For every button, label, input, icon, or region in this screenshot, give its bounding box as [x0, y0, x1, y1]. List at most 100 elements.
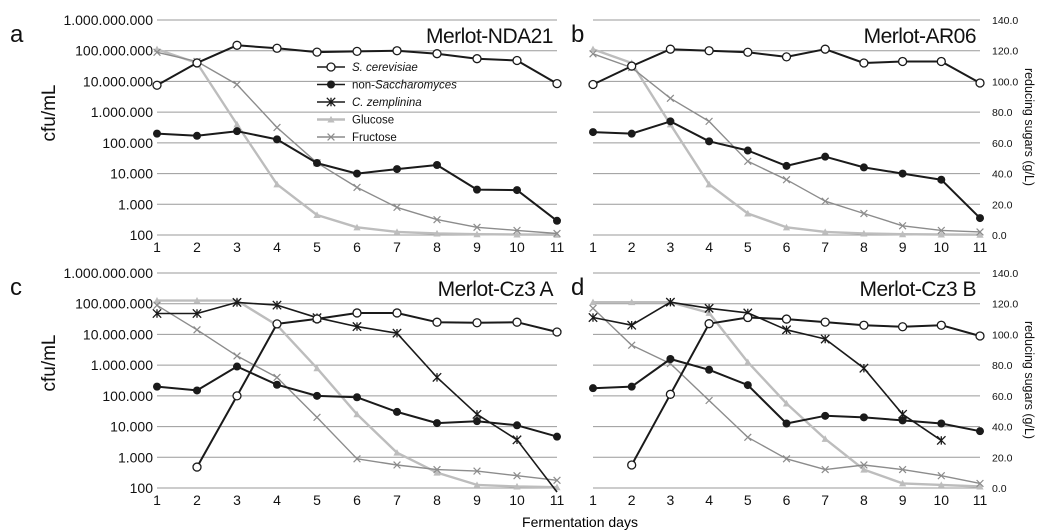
data-point	[589, 304, 597, 313]
data-point	[898, 465, 907, 474]
data-point	[705, 365, 714, 374]
y2-tick-label: 20.0	[992, 452, 1013, 464]
data-point	[313, 413, 321, 422]
series-non-saccharomyces	[589, 355, 984, 436]
y2-tick-label: 120.0	[992, 299, 1018, 311]
data-point	[859, 58, 869, 68]
y2-tick-label: 40.0	[992, 422, 1013, 434]
data-point	[705, 180, 713, 188]
data-point	[628, 298, 636, 306]
legend-label: Glucose	[352, 115, 394, 127]
data-point	[589, 45, 597, 53]
data-point	[704, 303, 714, 313]
data-point	[627, 460, 637, 470]
data-point	[472, 318, 482, 328]
legend-label: S. cerevisiae	[352, 62, 418, 74]
data-point	[588, 312, 598, 323]
data-point	[936, 56, 946, 67]
data-point	[433, 215, 441, 224]
y-tick-label: 1.000.000.000	[63, 12, 153, 28]
data-point	[821, 152, 830, 161]
data-point	[859, 320, 869, 330]
data-point	[513, 186, 521, 195]
data-point	[353, 410, 361, 418]
data-point	[513, 421, 521, 430]
data-point	[433, 419, 441, 428]
y-axis-title-bottom: cfu/mL	[39, 334, 60, 391]
panel-letter: d	[571, 274, 584, 301]
data-point	[552, 78, 562, 89]
data-point	[782, 175, 791, 184]
data-point	[513, 471, 521, 480]
x-tick-label: 11	[550, 239, 565, 255]
data-point	[273, 380, 281, 389]
data-point	[272, 43, 282, 53]
legend-item: non-Saccharomyces	[317, 80, 457, 92]
series-line	[592, 48, 981, 236]
data-point	[193, 131, 201, 140]
y2-tick-label: 140.0	[992, 15, 1018, 27]
data-point	[859, 413, 868, 422]
data-point	[976, 214, 984, 223]
data-point	[744, 358, 752, 366]
x-tick-label: 7	[393, 492, 401, 508]
data-point	[704, 46, 714, 56]
series-c-zemplinina	[588, 297, 946, 446]
data-point	[313, 364, 321, 372]
series-s-cerevisiae	[588, 44, 985, 90]
y-tick-label: 1.000	[118, 196, 153, 212]
data-point	[665, 44, 676, 54]
y-tick-label: 10.000.000	[83, 73, 153, 89]
data-point	[192, 58, 202, 68]
data-point	[393, 407, 401, 416]
data-point	[627, 382, 636, 391]
data-point	[153, 48, 161, 57]
x-tick-label: 3	[233, 492, 241, 508]
series-line	[630, 316, 981, 466]
data-point	[192, 462, 202, 472]
data-point	[352, 308, 362, 318]
data-point	[352, 46, 362, 57]
chart-panel-b: 140.0 120.0 100.0 80.0 60.0 40.0 20.0 0.0 1 2 3 4 5 6…	[571, 15, 1018, 255]
data-point	[860, 229, 868, 237]
legend-marker	[327, 115, 335, 123]
data-point	[473, 417, 481, 426]
data-point	[821, 435, 829, 442]
x-tick-label: 2	[193, 492, 201, 508]
y2-tick-label: 100.0	[992, 329, 1018, 341]
x-tick-label: 1	[153, 239, 161, 255]
y-tick-label: 100.000.000	[75, 43, 153, 59]
x-tick-label: 1	[153, 492, 161, 508]
x-tick-label: 4	[273, 492, 281, 508]
data-point	[820, 334, 830, 344]
data-point	[860, 209, 868, 218]
data-point	[705, 137, 714, 146]
y-tick-label: 100	[130, 227, 154, 243]
data-point	[393, 449, 401, 456]
y2-tick-label: 20.0	[992, 199, 1013, 211]
data-point	[627, 320, 637, 330]
data-point	[392, 308, 402, 318]
data-point	[512, 55, 522, 66]
data-point	[273, 123, 281, 132]
data-point	[781, 325, 792, 335]
data-point	[433, 465, 441, 474]
data-point	[589, 384, 597, 393]
panel-letter: b	[571, 21, 584, 48]
data-point	[588, 79, 598, 90]
data-point	[273, 180, 281, 188]
data-point	[232, 40, 242, 50]
data-point	[705, 396, 713, 405]
x-tick-label: 9	[473, 239, 481, 255]
data-point	[152, 308, 162, 319]
y2-tick-label: 80.0	[992, 360, 1013, 372]
data-point	[272, 300, 282, 310]
x-tick-label: 11	[973, 492, 988, 508]
x-tick-label: 8	[860, 492, 868, 508]
data-point	[233, 362, 241, 371]
data-point	[589, 298, 597, 306]
chart-panel-d: 140.0 120.0 100.0 80.0 60.0 40.0 20.0 0.0 1 2 3 4 5 6…	[571, 268, 1018, 508]
data-point	[743, 157, 752, 166]
data-point	[782, 223, 791, 231]
